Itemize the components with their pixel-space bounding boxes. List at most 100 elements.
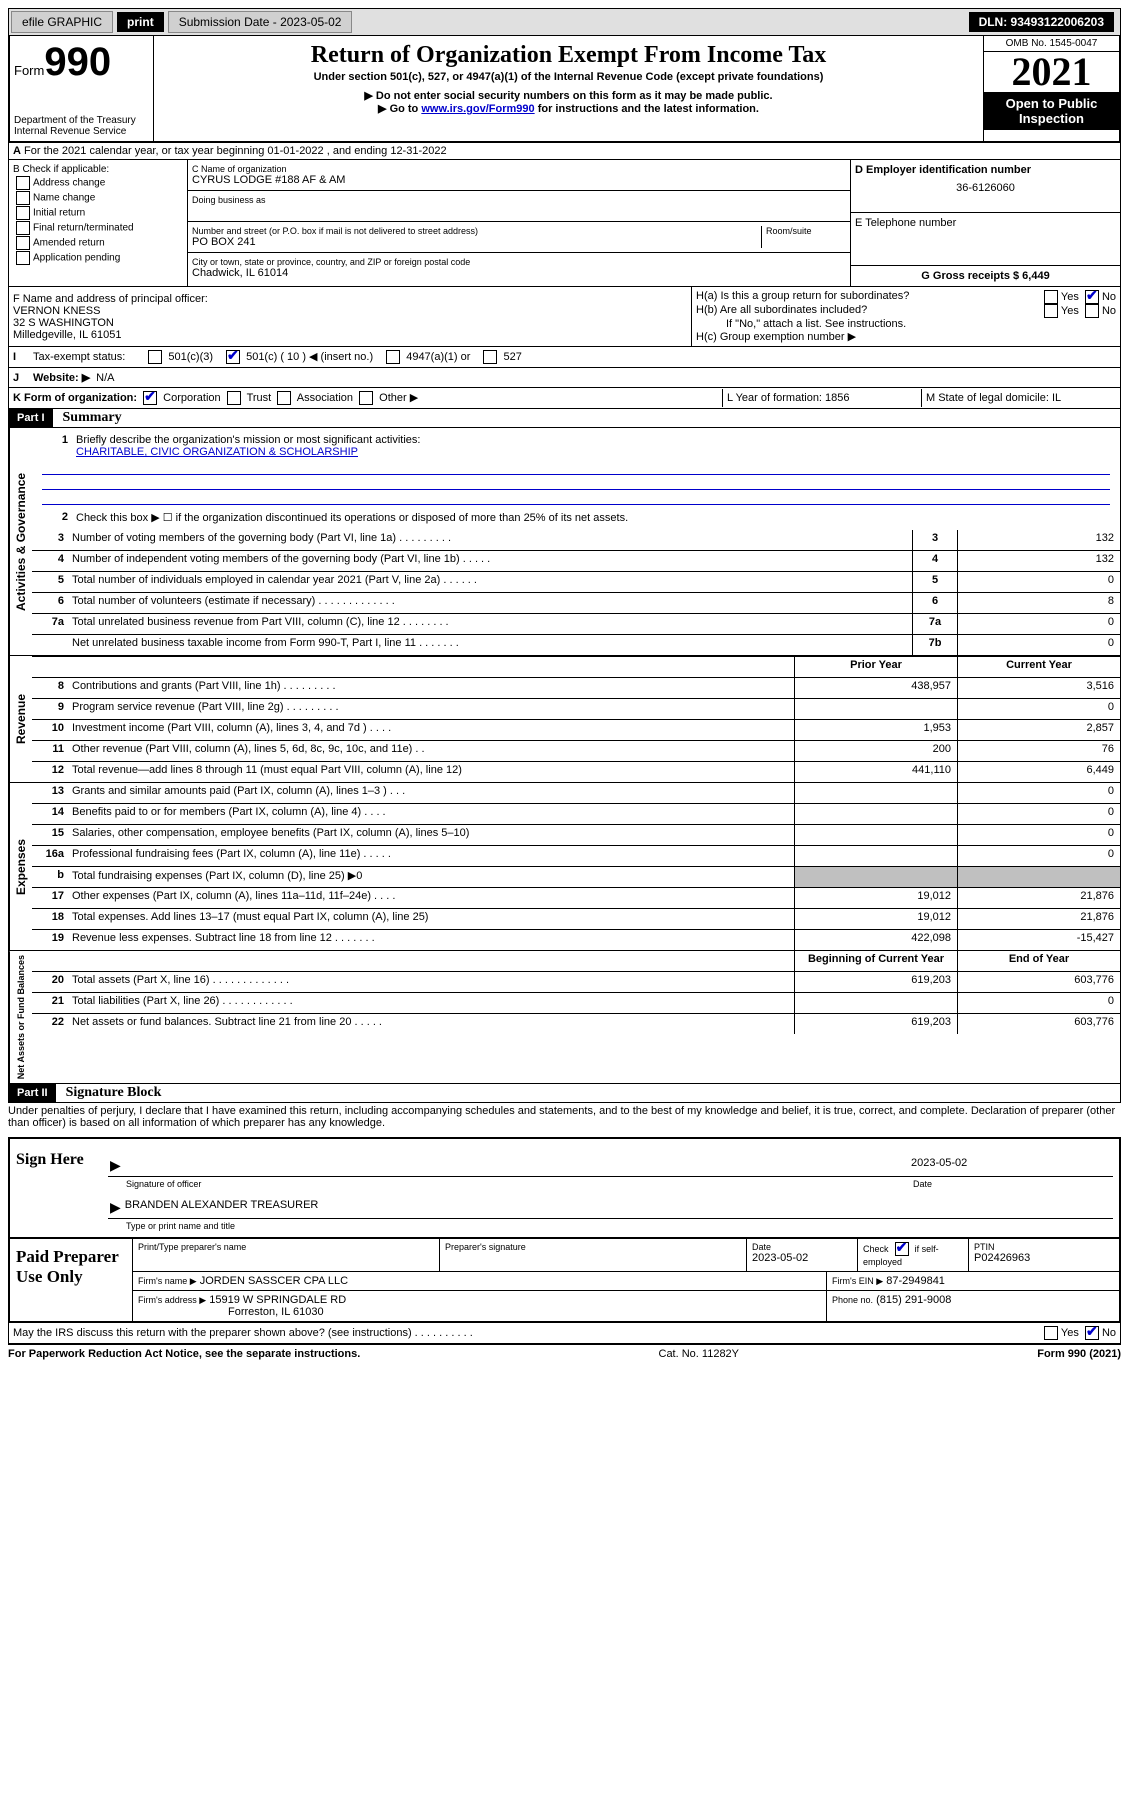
type-name-label: Type or print name and title [108, 1221, 1113, 1231]
col-begin: Beginning of Current Year [794, 951, 957, 971]
table-row: 6Total number of volunteers (estimate if… [32, 593, 1120, 614]
part1-header-row: Part I Summary [8, 409, 1121, 428]
i-opt-2: 4947(a)(1) or [406, 351, 470, 363]
h-a: H(a) Is this a group return for subordin… [696, 290, 1041, 302]
efile-label: efile GRAPHIC [11, 11, 113, 33]
b-opt-0[interactable]: Address change [13, 176, 183, 190]
sign-here-label: Sign Here [10, 1139, 102, 1237]
k-other: Other ▶ [379, 392, 418, 404]
prep-h2: Preparer's signature [445, 1242, 741, 1252]
b-opt-2[interactable]: Initial return [13, 206, 183, 220]
i-opt-3: 527 [503, 351, 521, 363]
table-row: 8Contributions and grants (Part VIII, li… [32, 678, 1120, 699]
table-row: 12Total revenue—add lines 8 through 11 (… [32, 762, 1120, 782]
table-row: 13Grants and similar amounts paid (Part … [32, 783, 1120, 804]
room-label: Room/suite [766, 226, 846, 236]
k-corp: Corporation [163, 392, 220, 404]
yes-label-2: Yes [1061, 305, 1079, 317]
firm-addr1: 15919 W SPRINGDALE RD [209, 1294, 346, 1306]
table-row: 4Number of independent voting members of… [32, 551, 1120, 572]
i-label: Tax-exempt status: [33, 351, 125, 363]
c-name-label: C Name of organization [192, 164, 846, 174]
b-opt-5[interactable]: Application pending [13, 251, 183, 265]
org-name: CYRUS LODGE #188 AF & AM [192, 174, 846, 186]
b-opt-1[interactable]: Name change [13, 191, 183, 205]
footer-cat: Cat. No. 11282Y [659, 1348, 740, 1360]
form-number: Form990 [14, 40, 149, 85]
prep-h4a: Check [863, 1244, 889, 1254]
org-city: Chadwick, IL 61014 [192, 267, 846, 279]
m-state: M State of legal domicile: IL [921, 389, 1120, 407]
b-label: B Check if applicable: [13, 164, 183, 175]
table-row: 10Investment income (Part VIII, column (… [32, 720, 1120, 741]
l-year: L Year of formation: 1856 [722, 389, 921, 407]
table-row: 9Program service revenue (Part VIII, lin… [32, 699, 1120, 720]
table-row: 15Salaries, other compensation, employee… [32, 825, 1120, 846]
submission-date: Submission Date - 2023-05-02 [168, 11, 353, 33]
col-b: B Check if applicable: Address change Na… [9, 160, 188, 286]
dln-label: DLN: 93493122006203 [969, 12, 1114, 32]
section-fh: F Name and address of principal officer:… [8, 287, 1121, 347]
part1-title: Summary [63, 410, 122, 426]
b-opt-3[interactable]: Final return/terminated [13, 221, 183, 235]
prep-phone-label: Phone no. [832, 1295, 873, 1305]
col-end: End of Year [957, 951, 1120, 971]
k-trust: Trust [247, 392, 272, 404]
k-assoc: Association [297, 392, 353, 404]
no-label: No [1102, 291, 1116, 303]
firm-ein-label: Firm's EIN ▶ [832, 1276, 883, 1286]
governance-block: Activities & Governance 1 Briefly descri… [8, 428, 1121, 656]
part2-header-row: Part II Signature Block [8, 1084, 1121, 1103]
section-bcde: B Check if applicable: Address change Na… [8, 160, 1121, 287]
part1-badge: Part I [9, 409, 53, 427]
form-note2: ▶ Go to www.irs.gov/Form990 for instruct… [158, 102, 979, 115]
table-row: bTotal fundraising expenses (Part IX, co… [32, 867, 1120, 888]
prep-date: 2023-05-02 [752, 1252, 852, 1264]
print-button[interactable]: print [117, 12, 164, 32]
irs-label: Internal Revenue Service [14, 126, 149, 137]
no-label-2: No [1102, 305, 1116, 317]
preparer-label: Paid Preparer Use Only [10, 1239, 132, 1321]
sign-section: Sign Here 2023-05-02 Signature of office… [8, 1137, 1121, 1239]
side-revenue: Revenue [9, 656, 32, 782]
org-address: PO BOX 241 [192, 236, 761, 248]
officer-addr1: 32 S WASHINGTON [13, 317, 687, 329]
phone-label: E Telephone number [855, 217, 1116, 229]
h-c: H(c) Group exemption number ▶ [696, 330, 1116, 343]
prep-h5: PTIN [974, 1242, 1114, 1252]
form-990-text: 990 [44, 40, 111, 84]
date-label: Date [913, 1179, 1113, 1189]
table-row: 21Total liabilities (Part X, line 26) . … [32, 993, 1120, 1014]
line-i: I Tax-exempt status: 501(c)(3) 501(c) ( … [8, 347, 1121, 368]
firm-addr2: Forreston, IL 61030 [138, 1306, 821, 1318]
table-row: 16aProfessional fundraising fees (Part I… [32, 846, 1120, 867]
discuss-no: No [1102, 1327, 1116, 1339]
form-title: Return of Organization Exempt From Incom… [158, 42, 979, 69]
line-klm: K Form of organization: Corporation Trus… [8, 388, 1121, 409]
note2-suffix: for instructions and the latest informat… [535, 103, 759, 115]
form-subtitle: Under section 501(c), 527, or 4947(a)(1)… [158, 71, 979, 83]
mission-link[interactable]: CHARITABLE, CIVIC ORGANIZATION & SCHOLAR… [76, 446, 358, 458]
col-c: C Name of organization CYRUS LODGE #188 … [188, 160, 850, 286]
i-opt-0: 501(c)(3) [168, 351, 213, 363]
table-row: 7aTotal unrelated business revenue from … [32, 614, 1120, 635]
part2-title: Signature Block [66, 1085, 162, 1101]
discuss-line: May the IRS discuss this return with the… [8, 1323, 1121, 1344]
form-note1: ▶ Do not enter social security numbers o… [158, 89, 979, 102]
form-label: Form [14, 63, 44, 78]
b-opt-4[interactable]: Amended return [13, 236, 183, 250]
line-a-text: For the 2021 calendar year, or tax year … [24, 145, 447, 157]
table-row: 17Other expenses (Part IX, column (A), l… [32, 888, 1120, 909]
irs-link[interactable]: www.irs.gov/Form990 [421, 103, 534, 115]
penalties-text: Under penalties of perjury, I declare th… [8, 1103, 1121, 1131]
table-row: 11Other revenue (Part VIII, column (A), … [32, 741, 1120, 762]
col-de: D Employer identification number 36-6126… [850, 160, 1120, 286]
table-row: 14Benefits paid to or for members (Part … [32, 804, 1120, 825]
f-label: F Name and address of principal officer: [13, 293, 687, 305]
section-h: H(a) Is this a group return for subordin… [691, 287, 1120, 346]
side-expenses: Expenses [9, 783, 32, 950]
q2-text: Check this box ▶ ☐ if the organization d… [72, 509, 1116, 526]
discuss-text: May the IRS discuss this return with the… [13, 1327, 1041, 1339]
discuss-yes: Yes [1061, 1327, 1079, 1339]
officer-sig-name: BRANDEN ALEXANDER TREASURER [125, 1199, 319, 1216]
